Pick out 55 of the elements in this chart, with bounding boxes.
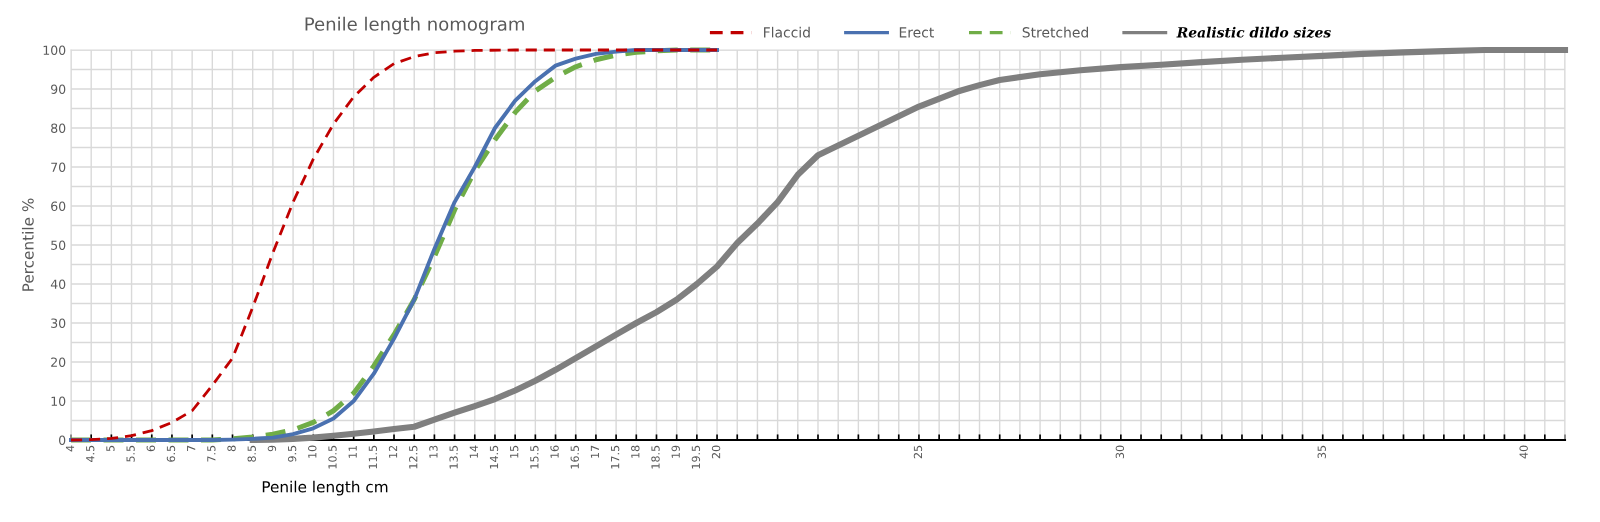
x-tick-label: 18 — [631, 445, 640, 458]
x-tick-label: 16 — [550, 445, 559, 458]
legend-label: Realistic dildo sizes — [1176, 26, 1331, 38]
x-tick-label: 30 — [1115, 445, 1125, 459]
x-tick-label: 12.5 — [409, 445, 418, 469]
y-tick-label: 40 — [50, 279, 66, 289]
x-tick-label: 6 — [146, 445, 155, 452]
x-tick-label: 11 — [348, 445, 357, 458]
x-axis-title: Penile length cm — [262, 480, 388, 496]
x-tick-label: 9.5 — [287, 445, 297, 462]
x-tick-label: 8 — [227, 445, 236, 452]
x-tick-label: 10 — [308, 445, 317, 458]
x-tick-label: 8.5 — [247, 445, 256, 462]
x-tick-label: 14.5 — [489, 445, 499, 469]
x-tick-label: 19.5 — [691, 445, 701, 469]
y-tick-label: 30 — [51, 318, 66, 328]
y-tick-label: 80 — [51, 123, 66, 133]
chart-title: Penile length nomogram — [305, 16, 524, 35]
x-tick-label: 19 — [671, 445, 680, 458]
x-tick-label: 12 — [388, 445, 398, 458]
x-tick-label: 5 — [106, 445, 115, 452]
legend-label: Flaccid — [764, 26, 810, 38]
x-tick-label: 17 — [590, 445, 599, 458]
x-tick-label: 14 — [469, 445, 478, 458]
legend-label: Erect — [899, 27, 934, 38]
x-tick-label: 17.5 — [611, 445, 620, 469]
x-tick-label: 18.5 — [651, 445, 660, 469]
x-tick-label: 13.5 — [449, 445, 458, 469]
y-tick-label: 20 — [51, 357, 66, 367]
x-tick-label: 11.5 — [368, 445, 378, 469]
y-tick-label: 50 — [51, 240, 66, 250]
x-tick-label: 5.5 — [126, 445, 135, 462]
y-tick-label: 100 — [43, 45, 66, 55]
y-tick-label: 0 — [59, 435, 66, 445]
x-tick-label: 40 — [1519, 445, 1528, 459]
y-tick-label: 10 — [51, 396, 66, 406]
x-tick-label: 4 — [65, 445, 75, 452]
y-tick-label: 60 — [51, 201, 66, 211]
x-tick-label: 25 — [913, 445, 923, 459]
x-tick-label: 6.5 — [166, 445, 176, 462]
y-tick-label: 90 — [51, 84, 66, 94]
x-tick-label: 15 — [510, 445, 519, 458]
legend-label: Stretched — [1022, 26, 1088, 38]
x-tick-label: 7.5 — [207, 445, 216, 462]
x-tick-label: 15.5 — [530, 445, 539, 469]
y-tick-label: 70 — [51, 162, 66, 172]
x-tick-label: 4.5 — [86, 445, 95, 462]
x-tick-label: 9 — [267, 445, 277, 452]
x-tick-label: 20 — [711, 445, 721, 459]
x-tick-label: 16.5 — [570, 445, 579, 469]
y-axis-title: Percentile % — [21, 198, 34, 291]
x-tick-label: 7 — [187, 445, 196, 452]
x-tick-label: 35 — [1317, 445, 1326, 459]
x-tick-label: 13 — [429, 445, 438, 458]
x-tick-label: 10.5 — [328, 445, 337, 469]
